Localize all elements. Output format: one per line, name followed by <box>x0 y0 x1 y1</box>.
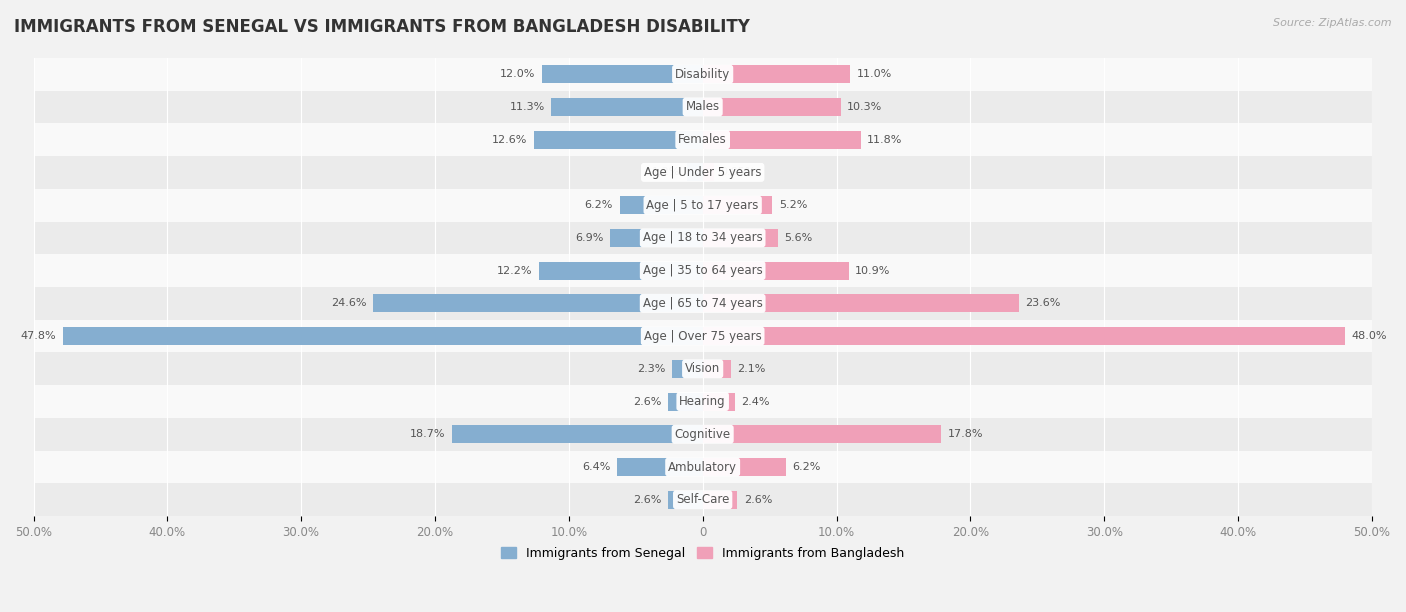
Text: 6.9%: 6.9% <box>575 233 603 243</box>
Bar <box>703 131 860 149</box>
Bar <box>703 163 714 181</box>
Bar <box>540 261 703 280</box>
Text: Age | 35 to 64 years: Age | 35 to 64 years <box>643 264 762 277</box>
Text: 10.9%: 10.9% <box>855 266 890 275</box>
Bar <box>551 98 703 116</box>
Bar <box>34 91 1372 123</box>
Text: 24.6%: 24.6% <box>332 298 367 308</box>
Text: 2.6%: 2.6% <box>633 494 661 505</box>
Bar <box>34 418 1372 450</box>
Bar <box>703 392 735 411</box>
Bar <box>617 458 703 476</box>
Text: 47.8%: 47.8% <box>21 331 56 341</box>
Bar <box>34 385 1372 418</box>
Text: Age | Under 5 years: Age | Under 5 years <box>644 166 762 179</box>
Bar <box>543 65 703 83</box>
Text: 2.3%: 2.3% <box>637 364 665 374</box>
Bar <box>34 483 1372 516</box>
Text: Age | Over 75 years: Age | Over 75 years <box>644 330 762 343</box>
Text: 11.3%: 11.3% <box>509 102 544 112</box>
Bar <box>672 360 703 378</box>
Bar <box>374 294 703 312</box>
Text: Females: Females <box>678 133 727 146</box>
Bar <box>453 425 703 443</box>
Bar <box>668 491 703 509</box>
Bar <box>703 327 1346 345</box>
Text: IMMIGRANTS FROM SENEGAL VS IMMIGRANTS FROM BANGLADESH DISABILITY: IMMIGRANTS FROM SENEGAL VS IMMIGRANTS FR… <box>14 18 749 36</box>
Text: 18.7%: 18.7% <box>411 429 446 439</box>
Text: 12.6%: 12.6% <box>492 135 527 144</box>
Text: 12.0%: 12.0% <box>501 69 536 79</box>
Text: 2.6%: 2.6% <box>633 397 661 406</box>
Text: 48.0%: 48.0% <box>1351 331 1388 341</box>
Text: Self-Care: Self-Care <box>676 493 730 506</box>
Bar <box>703 229 778 247</box>
Bar <box>34 254 1372 287</box>
Bar <box>34 287 1372 319</box>
Text: Age | 18 to 34 years: Age | 18 to 34 years <box>643 231 762 244</box>
Legend: Immigrants from Senegal, Immigrants from Bangladesh: Immigrants from Senegal, Immigrants from… <box>496 542 910 565</box>
Text: Source: ZipAtlas.com: Source: ZipAtlas.com <box>1274 18 1392 28</box>
Bar <box>703 360 731 378</box>
Bar <box>34 188 1372 222</box>
Bar <box>703 261 849 280</box>
Bar <box>34 156 1372 188</box>
Text: Age | 65 to 74 years: Age | 65 to 74 years <box>643 297 762 310</box>
Text: 10.3%: 10.3% <box>848 102 883 112</box>
Text: 5.6%: 5.6% <box>785 233 813 243</box>
Text: Cognitive: Cognitive <box>675 428 731 441</box>
Bar <box>668 392 703 411</box>
Bar <box>703 458 786 476</box>
Text: 2.1%: 2.1% <box>738 364 766 374</box>
Bar <box>620 196 703 214</box>
Bar <box>686 163 703 181</box>
Text: 6.2%: 6.2% <box>793 462 821 472</box>
Bar <box>703 425 941 443</box>
Bar <box>703 491 738 509</box>
Bar <box>34 353 1372 385</box>
Text: 11.8%: 11.8% <box>868 135 903 144</box>
Text: 0.85%: 0.85% <box>721 168 756 177</box>
Text: Disability: Disability <box>675 68 730 81</box>
Text: 2.6%: 2.6% <box>744 494 772 505</box>
Text: 17.8%: 17.8% <box>948 429 983 439</box>
Text: 2.4%: 2.4% <box>741 397 770 406</box>
Bar <box>34 319 1372 353</box>
Bar <box>34 450 1372 483</box>
Text: 6.2%: 6.2% <box>585 200 613 210</box>
Text: 23.6%: 23.6% <box>1025 298 1060 308</box>
Bar <box>34 222 1372 254</box>
Text: 5.2%: 5.2% <box>779 200 807 210</box>
Text: Ambulatory: Ambulatory <box>668 460 737 474</box>
Bar <box>34 58 1372 91</box>
Text: Males: Males <box>686 100 720 113</box>
Bar <box>610 229 703 247</box>
Bar <box>534 131 703 149</box>
Text: Vision: Vision <box>685 362 720 375</box>
Text: 11.0%: 11.0% <box>856 69 891 79</box>
Bar <box>703 65 849 83</box>
Text: Hearing: Hearing <box>679 395 725 408</box>
Text: 6.4%: 6.4% <box>582 462 610 472</box>
Bar <box>63 327 703 345</box>
Bar <box>703 196 772 214</box>
Text: 1.2%: 1.2% <box>651 168 681 177</box>
Bar <box>703 98 841 116</box>
Bar <box>34 123 1372 156</box>
Text: 12.2%: 12.2% <box>498 266 533 275</box>
Bar <box>703 294 1018 312</box>
Text: Age | 5 to 17 years: Age | 5 to 17 years <box>647 199 759 212</box>
